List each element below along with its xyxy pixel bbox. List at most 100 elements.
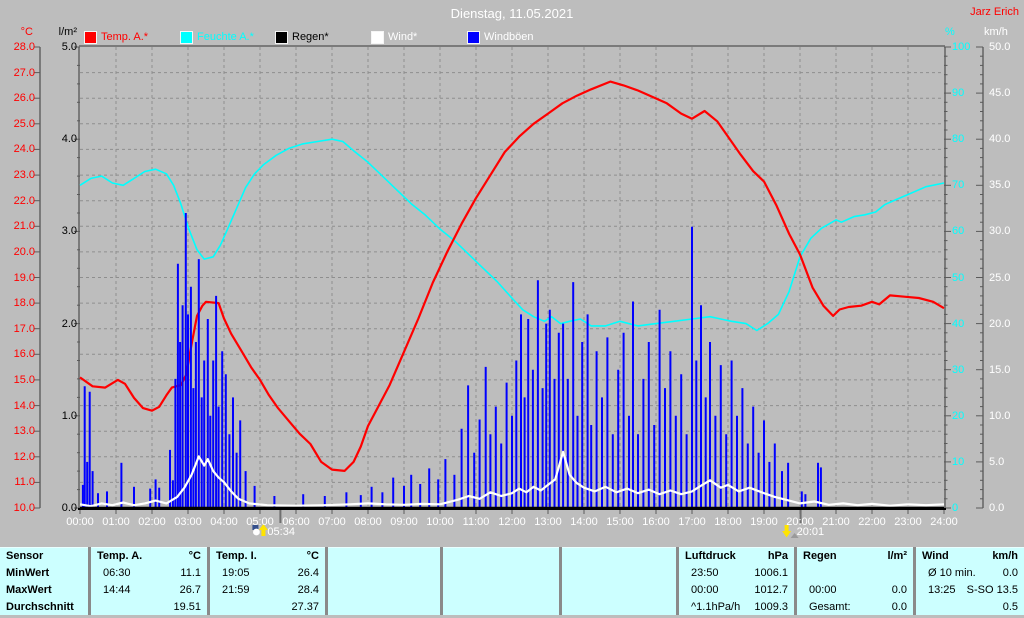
table-header-row: Luftdruck hPa — [679, 548, 794, 565]
axis-unit-rain: l/m² — [58, 26, 77, 38]
axis-tick-label: 10.0 — [13, 502, 35, 514]
table-value-row: Ø 10 min. 0.0 — [916, 565, 1024, 582]
legend-swatch-icon — [84, 30, 97, 44]
table-value-row: ^1.1hPa/h 1009.3 — [679, 599, 794, 616]
axis-tick-label: 23.0 — [13, 169, 35, 182]
x-axis-tick-label: 00:00 — [66, 516, 94, 528]
legend-item: Temp. A.* — [84, 30, 149, 44]
stat-time: Ø 10 min. — [928, 567, 976, 579]
legend-label: Feuchte A.* — [197, 31, 254, 43]
axis-tick-label: 70 — [952, 179, 965, 192]
stat-value: 19.51 — [173, 601, 201, 613]
axis-tick-label: 25.0 — [989, 271, 1011, 284]
table-separator — [325, 547, 328, 615]
stat-time — [328, 565, 340, 582]
axis-tick-label: 30 — [952, 363, 965, 376]
legend-label: Temp. A.* — [101, 31, 149, 43]
table-value-row — [797, 565, 913, 582]
axis-tick-label: 27.0 — [13, 66, 35, 79]
stat-time — [328, 599, 340, 616]
axis-tick-label: 40 — [952, 317, 965, 330]
table-separator — [559, 547, 562, 615]
sensor-unit: hPa — [767, 550, 788, 562]
stat-time — [797, 565, 809, 582]
sensor-name: Luftdruck — [685, 550, 736, 562]
table-value-row — [562, 582, 676, 599]
x-axis-tick-label: 04:00 — [210, 516, 238, 528]
table-header-row — [328, 548, 440, 565]
axis-tick-label: 35.0 — [989, 179, 1011, 192]
table-column — [443, 547, 559, 615]
table-value-row: 23:50 1006.1 — [679, 565, 794, 582]
axis-tick-label: 25.0 — [13, 117, 35, 130]
axis-tick-label: 22.0 — [13, 194, 35, 207]
axis-tick-label: 5.0 — [989, 455, 1005, 468]
table-value-row: Gesamt: 0.0 — [797, 599, 913, 616]
sensor-name — [562, 548, 568, 565]
x-axis-tick-label: 09:00 — [390, 516, 418, 528]
stat-value: 26.4 — [297, 567, 319, 579]
stat-time — [562, 565, 574, 582]
sensor-unit: °C — [306, 550, 319, 562]
stat-value: 0.0 — [891, 584, 907, 596]
legend-swatch-icon — [275, 30, 288, 44]
x-axis-tick-label: 23:00 — [894, 516, 922, 528]
axis-tick-label: 10.0 — [989, 409, 1011, 422]
axis-tick-label: 16.0 — [13, 348, 35, 361]
sensor-name: Temp. I. — [216, 550, 257, 562]
table-value-row: 13:25 S-SO 13.5 — [916, 582, 1024, 599]
axis-tick-label: 28.0 — [13, 41, 35, 53]
legend-label: Windböen — [484, 31, 534, 43]
x-axis-tick-label: 22:00 — [858, 516, 886, 528]
axis-tick-label: 100 — [952, 41, 971, 53]
stat-value: 26.7 — [179, 584, 201, 596]
stat-time — [443, 565, 455, 582]
stat-time — [562, 582, 574, 599]
sensor-unit: km/h — [992, 550, 1018, 562]
axis-tick-label: 15.0 — [13, 373, 35, 386]
table-separator — [88, 547, 91, 615]
table-header-row: Regen l/m² — [797, 548, 913, 565]
x-axis-tick-label: 15:00 — [606, 516, 634, 528]
axis-unit-wind: km/h — [984, 26, 1008, 38]
stat-value: 1012.7 — [754, 584, 788, 596]
x-axis-tick-label: 19:00 — [750, 516, 778, 528]
axis-tick-label: 21.0 — [13, 220, 35, 233]
table-column: Wind km/h Ø 10 min. 0.0 13:25 S-SO 13.5 0.5 — [916, 547, 1024, 615]
stat-value: 0.5 — [1002, 601, 1018, 613]
sunrise-time-label: 05:34 — [267, 526, 295, 538]
x-axis-tick-label: 13:00 — [534, 516, 562, 528]
x-axis-tick-label: 16:00 — [642, 516, 670, 528]
stat-time: 21:59 — [222, 584, 250, 596]
stat-value: 1009.3 — [754, 601, 788, 613]
table-row-label: MinWert — [6, 567, 50, 579]
stat-value: 11.1 — [180, 567, 201, 579]
sensor-unit: °C — [188, 550, 201, 562]
axis-tick-label: 3.0 — [61, 225, 77, 238]
table-value-row — [443, 565, 559, 582]
axis-tick-label: 13.0 — [13, 425, 35, 438]
legend-item: Feuchte A.* — [180, 30, 254, 44]
table-column: Luftdruck hPa 23:50 1006.1 00:00 1012.7 ^1.1hP… — [679, 547, 794, 615]
table-value-row: 0.5 — [916, 599, 1024, 616]
axis-tick-label: 15.0 — [989, 363, 1011, 376]
table-column: Temp. A. °C 06:30 11.1 14:44 26.7 19.51 — [91, 547, 207, 615]
stat-time: 06:30 — [103, 567, 131, 579]
x-axis-tick-label: 07:00 — [318, 516, 346, 528]
x-axis-tick-label: 10:00 — [426, 516, 454, 528]
table-value-row — [443, 582, 559, 599]
x-axis-tick-label: 06:00 — [282, 516, 310, 528]
sunset-time-label: 20:01 — [796, 526, 825, 538]
axis-tick-label: 4.0 — [61, 133, 77, 146]
axis-tick-label: 30.0 — [989, 225, 1011, 238]
table-header-row — [443, 548, 559, 565]
stat-time: 23:50 — [691, 567, 719, 579]
table-separator — [440, 547, 443, 615]
axis-tick-label: 26.0 — [13, 92, 35, 105]
x-axis-tick-label: 18:00 — [714, 516, 742, 528]
axis-tick-label: 20.0 — [989, 317, 1011, 330]
axis-tick-label: 10 — [952, 455, 965, 468]
sensor-name — [443, 548, 449, 565]
sensor-name: Wind — [922, 550, 949, 562]
